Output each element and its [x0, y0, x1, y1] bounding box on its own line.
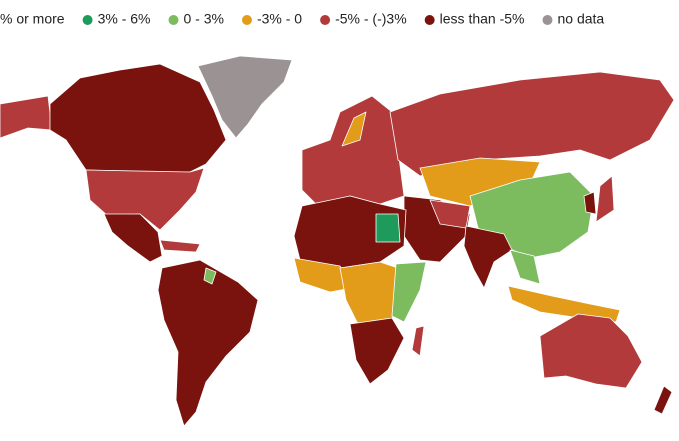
southern-africa: [349, 317, 405, 385]
korea: [583, 191, 597, 215]
legend-label: % or more: [0, 11, 65, 27]
scandinavia-orange: [341, 111, 367, 147]
alaska: [0, 95, 53, 139]
legend-swatch: [168, 15, 179, 25]
legend-label: 0 - 3%: [184, 11, 224, 27]
russia: [389, 71, 675, 177]
legend-swatch: [320, 15, 331, 25]
legend-swatch: [424, 15, 435, 25]
southeast-asia: [509, 249, 541, 285]
world-map: [0, 55, 675, 427]
egypt: [375, 213, 401, 243]
legend-swatch: [241, 15, 252, 25]
europe: [301, 95, 405, 207]
canada: [49, 63, 227, 173]
mexico: [103, 213, 163, 263]
madagascar: [411, 325, 425, 357]
indonesia: [507, 285, 621, 323]
legend-swatch: [82, 15, 93, 25]
legend-label: no data: [557, 11, 604, 27]
legend-label: 3% - 6%: [98, 11, 151, 27]
east-africa: [391, 261, 427, 323]
legend-label: less than -5%: [440, 11, 525, 27]
india: [463, 225, 513, 289]
legend: % or more 3% - 6% 0 - 3% -3% - 0 -5% - (-)3%…: [0, 11, 604, 27]
new-zealand: [653, 385, 673, 415]
guyana: [203, 267, 217, 285]
greenland: [197, 55, 293, 139]
legend-label: -3% - 0: [257, 11, 302, 27]
japan: [595, 175, 615, 223]
legend-swatch: [542, 15, 553, 25]
west-africa: [293, 257, 353, 293]
south-america: [157, 259, 259, 427]
legend-label: -5% - (-)3%: [335, 11, 407, 27]
caribbean: [159, 239, 201, 253]
australia: [539, 313, 643, 389]
